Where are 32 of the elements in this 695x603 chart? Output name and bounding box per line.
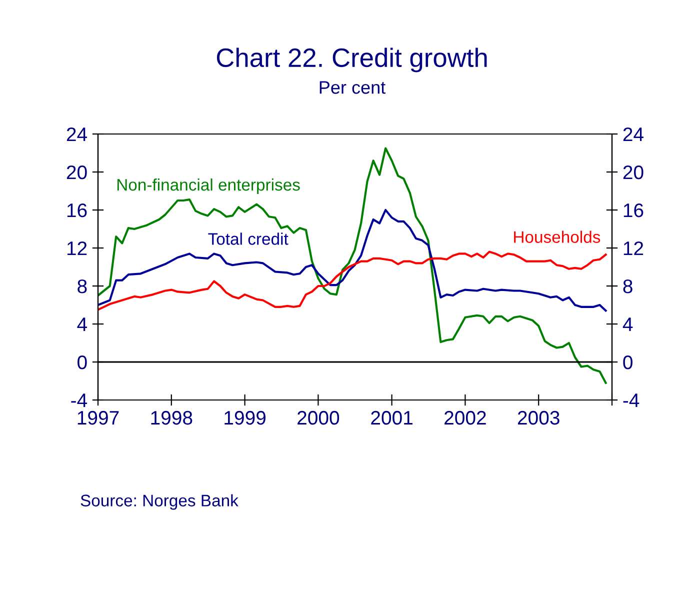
y2-tick-label: 4 [622,318,633,332]
y-tick-label: 16 [67,203,87,218]
series-label: Total credit [208,232,288,245]
series-label: Non-financial enterprises [117,178,300,194]
x-tick-label: 2003 [518,410,560,425]
line-series [98,147,607,384]
y-tick-label: 4 [77,318,88,332]
y2-tick-label: 24 [623,127,644,142]
x-tick-label: 1998 [151,410,192,425]
x-tick-label: 2002 [444,410,486,425]
x-tick-label: 2000 [298,410,340,425]
y-tick-label: 20 [66,165,87,180]
y2-tick-label: 8 [623,279,632,294]
chart-subtitle: Per cent [320,81,386,94]
x-tick-label: 1997 [78,410,119,425]
y-tick-label: 0 [78,355,87,370]
x-tick-label: 2001 [371,410,412,425]
y-tick-label: 24 [66,127,88,142]
y2-tick-label: 12 [624,241,644,256]
y2-tick-label: -4 [623,394,640,408]
line-series [98,250,607,311]
chart-title: Chart 22. Credit growth [216,48,487,72]
source-note: Source: Norges Bank [80,494,238,510]
y2-tick-label: 16 [624,203,644,218]
series-label: Households [514,230,600,243]
y2-tick-label: 0 [623,355,632,370]
y2-tick-label: 20 [623,165,644,180]
y-tick-label: 12 [67,241,87,256]
x-tick-label: 1999 [224,410,266,425]
y-tick-label: 8 [78,279,87,294]
line-series [98,208,607,312]
y-tick-label: -4 [71,394,88,408]
